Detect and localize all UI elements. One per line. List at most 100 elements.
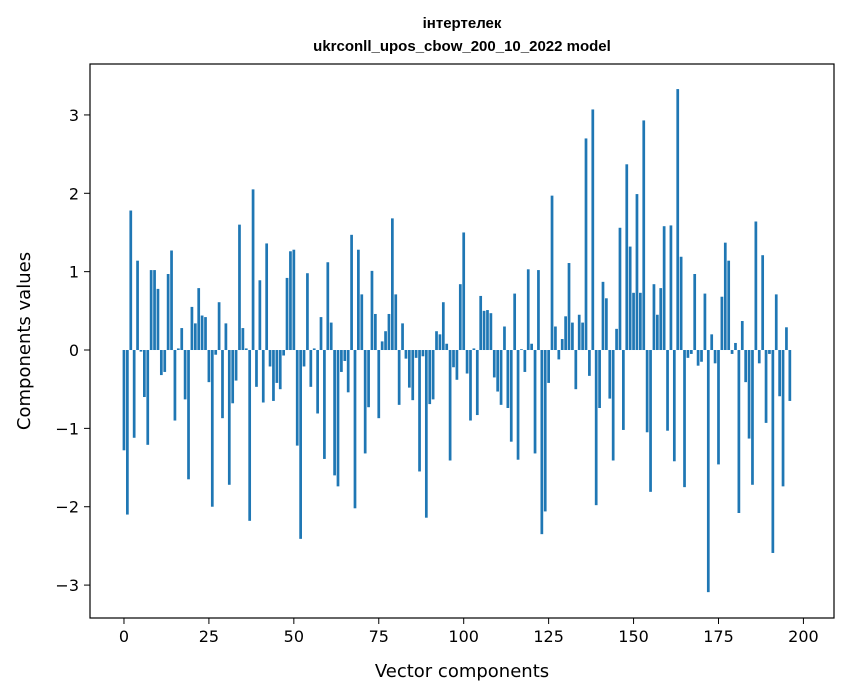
bar-26: [210, 350, 214, 507]
bar-125: [547, 350, 550, 383]
x-tick-label: 100: [448, 627, 479, 646]
bar-153: [642, 120, 646, 351]
bar-170: [700, 350, 703, 362]
bar-41: [261, 350, 265, 403]
y-axis-label: Components values: [14, 252, 35, 430]
bar-78: [387, 313, 391, 351]
bar-178: [727, 260, 731, 351]
bar-29: [221, 350, 224, 419]
bar-2: [129, 210, 133, 351]
bar-14: [170, 250, 173, 351]
bar-156: [652, 284, 656, 351]
x-axis-ticks: 0 25 50 75 100 125 150 175 200: [119, 618, 819, 646]
bar-133: [574, 350, 578, 390]
bar-77: [384, 331, 387, 351]
bar-135: [581, 322, 584, 351]
x-tick-label: 200: [788, 627, 819, 646]
bar-50: [292, 249, 296, 351]
x-tick-label: 150: [618, 627, 649, 646]
bar-25: [207, 350, 211, 383]
x-tick-label: 25: [199, 627, 219, 646]
bar-167: [689, 350, 693, 354]
bar-63: [336, 350, 340, 487]
bar-67: [350, 234, 353, 351]
bar-107: [486, 310, 489, 351]
bar-80: [394, 294, 398, 351]
bar-30: [224, 323, 228, 351]
bar-49: [289, 251, 292, 351]
bar-15: [173, 350, 177, 421]
bar-172: [706, 350, 710, 593]
bar-165: [683, 350, 686, 488]
y-tick-label: −2: [55, 498, 79, 517]
bar-157: [655, 314, 659, 351]
bar-121: [533, 350, 537, 454]
bar-5: [139, 350, 143, 352]
bar-62: [333, 350, 336, 476]
bar-102: [469, 350, 472, 421]
bar-4: [136, 260, 139, 351]
bar-3: [132, 350, 136, 438]
bar-95: [445, 343, 449, 351]
bar-122: [537, 270, 540, 351]
bar-28: [217, 302, 221, 351]
bar-88: [421, 350, 425, 357]
bar-112: [503, 326, 506, 351]
bar-127: [554, 326, 557, 351]
bar-65: [343, 350, 347, 361]
bar-117: [520, 349, 523, 351]
bar-57: [316, 350, 319, 414]
bar-55: [309, 350, 313, 387]
bar-91: [431, 350, 435, 400]
bar-188: [761, 255, 765, 351]
bar-1: [126, 350, 129, 515]
bar-130: [564, 316, 567, 351]
x-tick-label: 125: [533, 627, 564, 646]
x-tick-label: 0: [119, 627, 129, 646]
bar-169: [696, 350, 700, 366]
bar-9: [153, 270, 156, 351]
bar-145: [615, 328, 618, 351]
bar-136: [584, 138, 588, 351]
bar-189: [764, 350, 768, 423]
bar-6: [143, 350, 146, 398]
bar-190: [768, 350, 771, 354]
bar-126: [550, 195, 554, 351]
bar-193: [778, 350, 781, 397]
bar-160: [666, 350, 669, 431]
bar-69: [357, 249, 360, 351]
bar-155: [649, 350, 652, 492]
y-tick-label: 2: [69, 184, 79, 203]
bar-18: [183, 350, 187, 400]
bar-137: [588, 350, 591, 376]
bar-21: [193, 323, 197, 351]
bar-179: [730, 350, 734, 354]
bar-148: [625, 164, 629, 351]
bar-138: [591, 109, 595, 351]
bar-42: [265, 243, 269, 351]
bar-180: [734, 342, 737, 351]
bar-92: [435, 331, 438, 351]
bar-158: [659, 288, 663, 351]
bar-38: [251, 189, 255, 351]
x-tick-label: 175: [703, 627, 734, 646]
bar-123: [540, 350, 544, 535]
bar-132: [571, 322, 574, 351]
bar-11: [159, 350, 163, 376]
bar-16: [176, 348, 180, 351]
bar-171: [703, 293, 707, 351]
bar-143: [608, 350, 612, 399]
bar-10: [156, 288, 160, 351]
bar-75: [377, 350, 381, 419]
bar-98: [455, 350, 459, 380]
x-axis-label: Vector components: [375, 661, 549, 682]
bar-104: [475, 350, 479, 416]
bar-22: [197, 288, 201, 351]
bar-192: [774, 294, 778, 351]
bar-17: [180, 328, 184, 351]
bar-120: [530, 343, 533, 351]
bar-19: [187, 350, 190, 480]
bar-183: [744, 350, 748, 383]
bar-32: [231, 350, 235, 404]
bar-53: [302, 350, 306, 367]
